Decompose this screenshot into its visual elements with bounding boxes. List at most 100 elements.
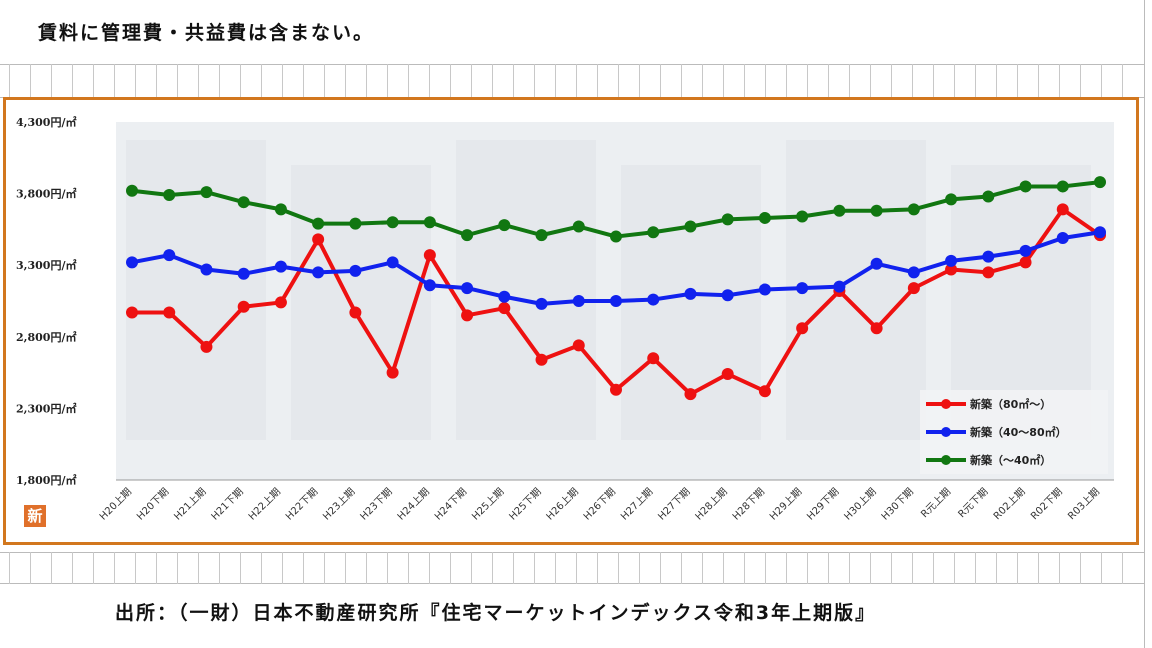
- data-point: [572, 220, 585, 233]
- legend-swatch-point: [941, 399, 951, 409]
- x-tick-label: H30上期: [842, 486, 879, 523]
- data-point: [163, 189, 176, 202]
- strip-vline: [933, 552, 934, 584]
- strip-vline: [639, 64, 640, 98]
- strip-vline: [1017, 552, 1018, 584]
- strip-vline: [30, 64, 31, 98]
- strip-vline: [975, 552, 976, 584]
- data-point: [126, 256, 138, 269]
- y-tick-label: 2,800円/㎡: [16, 330, 76, 344]
- strip-vline: [576, 552, 577, 584]
- x-tick-label: H23上期: [321, 486, 358, 523]
- data-point: [349, 217, 362, 230]
- data-point: [1056, 180, 1069, 193]
- strip-hline: [0, 552, 1145, 553]
- strip-vline: [471, 64, 472, 98]
- strip-vline: [723, 552, 724, 584]
- data-point: [721, 368, 734, 381]
- x-tick-label: H24下期: [432, 486, 469, 523]
- strip-vline: [828, 64, 829, 98]
- strip-vline: [366, 64, 367, 98]
- strip-vline: [51, 552, 52, 584]
- data-point: [1056, 203, 1069, 216]
- strip-vline: [114, 64, 115, 98]
- data-point: [535, 353, 548, 366]
- strip-vline: [240, 552, 241, 584]
- data-point: [386, 216, 399, 229]
- legend-label: 新築（40～80㎡）: [970, 425, 1067, 439]
- strip-vline: [996, 64, 997, 98]
- data-point: [982, 266, 995, 279]
- strip-vline: [282, 64, 283, 98]
- x-tick-label: H28上期: [693, 486, 730, 523]
- strip-vline: [912, 64, 913, 98]
- strip-vline: [954, 64, 955, 98]
- strip-vline: [1101, 552, 1102, 584]
- x-tick-label: H25上期: [469, 486, 506, 523]
- data-point: [758, 283, 771, 296]
- y-tick-label: 2,300円/㎡: [16, 401, 76, 415]
- strip-vline: [177, 552, 178, 584]
- data-point: [572, 339, 585, 352]
- data-point: [610, 383, 622, 396]
- data-point: [684, 388, 697, 401]
- x-tick-label: H29下期: [805, 486, 842, 523]
- page-right-border: [1144, 0, 1145, 648]
- strip-vline: [429, 64, 430, 98]
- strip-vline: [9, 64, 10, 98]
- data-point: [647, 352, 660, 365]
- data-point: [461, 309, 474, 322]
- backdrop-block: [291, 165, 431, 440]
- strip-vline: [1122, 552, 1123, 584]
- strip-vline: [198, 552, 199, 584]
- data-point: [423, 249, 436, 262]
- strip-vline: [429, 552, 430, 584]
- legend-label: 新築（80㎡～）: [970, 397, 1051, 411]
- x-tick-label: H20上期: [97, 486, 134, 523]
- strip-vline: [303, 552, 304, 584]
- data-point: [1019, 244, 1032, 257]
- legend-swatch-point: [941, 427, 951, 437]
- data-point: [907, 282, 920, 295]
- strip-vline: [996, 552, 997, 584]
- x-tick-label: R02上期: [991, 486, 1028, 523]
- strip-vline: [786, 552, 787, 584]
- data-point: [945, 263, 958, 276]
- x-tick-label: H22下期: [283, 486, 320, 523]
- data-point: [498, 290, 511, 303]
- strip-vline: [450, 64, 451, 98]
- x-tick-label: R元上期: [919, 486, 954, 521]
- strip-vline: [387, 552, 388, 584]
- strip-hline: [0, 583, 1145, 584]
- x-tick-label: R03上期: [1066, 486, 1103, 523]
- x-tick-label: H26下期: [581, 486, 618, 523]
- strip-vline: [513, 64, 514, 98]
- data-point: [945, 254, 958, 267]
- strip-vline: [870, 64, 871, 98]
- strip-vline: [912, 552, 913, 584]
- x-tick-label: H21下期: [209, 486, 246, 523]
- x-tick-label: H20下期: [134, 486, 171, 523]
- strip-vline: [660, 64, 661, 98]
- source-text: 出所：（一財）日本不動産研究所『住宅マーケットインデックス令和3年上期版』: [115, 602, 877, 624]
- data-point: [349, 306, 362, 319]
- data-point: [386, 256, 399, 269]
- legend-swatch-point: [941, 455, 951, 465]
- strip-vline: [324, 64, 325, 98]
- strip-vline: [93, 552, 94, 584]
- strip-vline: [954, 552, 955, 584]
- data-point: [312, 266, 325, 279]
- y-tick-label: 3,300円/㎡: [16, 258, 76, 272]
- data-point: [274, 203, 287, 216]
- strip-vline: [807, 552, 808, 584]
- strip-vline: [471, 552, 472, 584]
- data-point: [349, 264, 362, 277]
- bottom-grid-strip: [0, 552, 1152, 584]
- note-text: 賃料に管理費・共益費は含まない。: [38, 22, 375, 44]
- strip-vline: [261, 64, 262, 98]
- data-point: [647, 293, 660, 306]
- strip-vline: [618, 64, 619, 98]
- strip-vline: [1059, 64, 1060, 98]
- data-point: [1094, 176, 1106, 189]
- y-tick-label: 4,300円/㎡: [16, 115, 76, 129]
